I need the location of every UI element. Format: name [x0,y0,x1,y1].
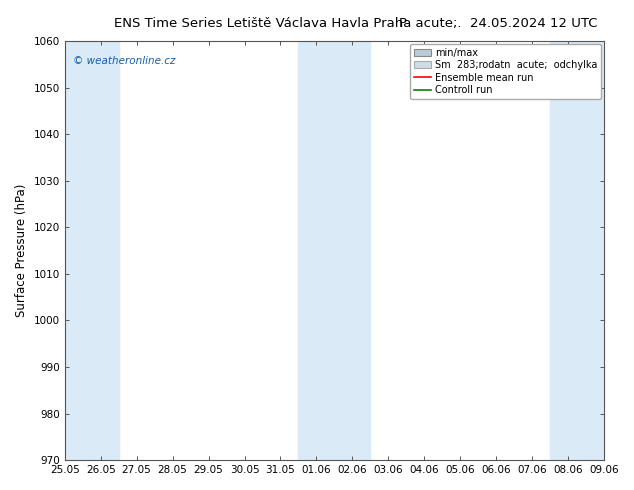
Text: ENS Time Series Letiště Václava Havla Praha: ENS Time Series Letiště Václava Havla Pr… [114,17,411,30]
Bar [82,41,119,460]
Bar [334,41,370,460]
Bar [47,41,82,460]
Bar [299,41,334,460]
Bar [586,41,622,460]
Legend: min/max, Sm  283;rodatn  acute;  odchylka, Ensemble mean run, Controll run: min/max, Sm 283;rodatn acute; odchylka, … [410,44,601,99]
Text: P  acute;.  24.05.2024 12 UTC: P acute;. 24.05.2024 12 UTC [399,17,598,30]
Y-axis label: Surface Pressure (hPa): Surface Pressure (hPa) [15,184,28,318]
Text: © weatheronline.cz: © weatheronline.cz [73,56,175,66]
Bar [550,41,586,460]
